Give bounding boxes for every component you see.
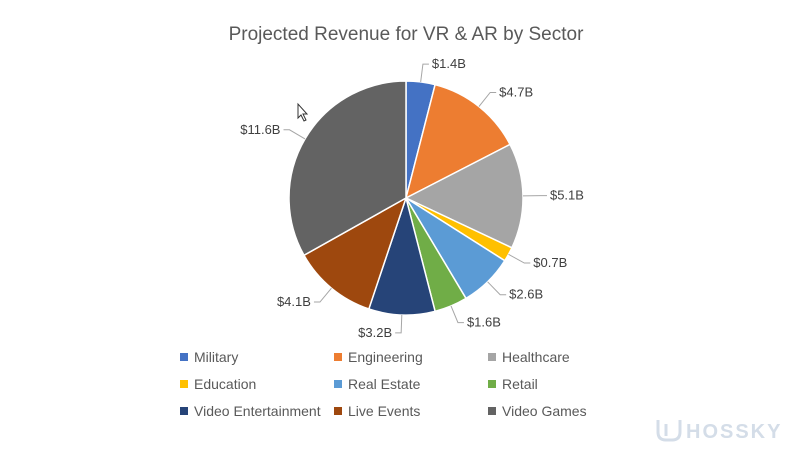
leader-line bbox=[283, 129, 306, 140]
legend-item: Video Games bbox=[488, 403, 587, 419]
leader-line bbox=[487, 281, 507, 296]
leader-line bbox=[508, 253, 531, 264]
legend-item: Real Estate bbox=[334, 376, 421, 392]
data-label: $11.6B bbox=[240, 122, 280, 137]
chart-title: Projected Revenue for VR & AR by Sector bbox=[229, 24, 585, 45]
pie-slice-engineering bbox=[404, 83, 512, 200]
data-label: $3.2B bbox=[358, 325, 392, 340]
legend-item: Healthcare bbox=[488, 349, 570, 365]
mouse-pointer-icon bbox=[297, 102, 309, 122]
legend-label: Video Games bbox=[502, 403, 587, 419]
watermark-text: HOSSKY bbox=[686, 421, 782, 443]
legend-swatch bbox=[334, 353, 342, 361]
legend-swatch bbox=[334, 407, 342, 415]
data-label: $2.6B bbox=[509, 287, 543, 302]
legend-swatch bbox=[180, 407, 188, 415]
legend-swatch bbox=[488, 380, 496, 388]
legend-label: Engineering bbox=[348, 349, 423, 365]
legend-item: Retail bbox=[488, 376, 538, 392]
data-labels: $1.4B $4.7B $5.1B $0.7B $2.6B $1.6B $3.2B $4.1B… bbox=[240, 56, 584, 340]
leader-line bbox=[395, 314, 403, 334]
legend-swatch bbox=[488, 353, 496, 361]
pie-slices bbox=[288, 80, 524, 316]
legend-label: Education bbox=[194, 376, 256, 392]
legend-item: Education bbox=[180, 376, 256, 392]
hossky-logo-icon bbox=[656, 420, 682, 442]
leader-line bbox=[478, 91, 497, 107]
legend: Military Engineering Healthcare Education Re… bbox=[180, 349, 587, 419]
legend-label: Live Events bbox=[348, 403, 420, 419]
legend-item: Live Events bbox=[334, 403, 420, 419]
legend-swatch bbox=[488, 407, 496, 415]
legend-label: Healthcare bbox=[502, 349, 570, 365]
legend-label: Retail bbox=[502, 376, 538, 392]
leader-line bbox=[450, 305, 464, 324]
legend-item: Military bbox=[180, 349, 238, 365]
data-label: $1.4B bbox=[432, 56, 466, 71]
pie-slice-healthcare bbox=[404, 143, 524, 249]
data-label: $5.1B bbox=[550, 188, 584, 203]
legend-swatch bbox=[180, 353, 188, 361]
legend-label: Real Estate bbox=[348, 376, 421, 392]
data-label: $1.6B bbox=[467, 315, 501, 330]
data-label: $0.7B bbox=[533, 255, 567, 270]
legend-label: Military bbox=[194, 349, 238, 365]
legend-swatch bbox=[334, 380, 342, 388]
leader-line bbox=[420, 63, 429, 82]
data-label: $4.1B bbox=[277, 294, 311, 309]
leader-lines bbox=[283, 63, 547, 334]
data-label: $4.7B bbox=[499, 84, 533, 99]
legend-item: Video Entertainment bbox=[180, 403, 321, 419]
legend-label: Video Entertainment bbox=[194, 403, 321, 419]
leader-line bbox=[313, 287, 332, 303]
legend-swatch bbox=[180, 380, 188, 388]
watermark: HOSSKY bbox=[656, 420, 782, 443]
legend-item: Engineering bbox=[334, 349, 423, 365]
